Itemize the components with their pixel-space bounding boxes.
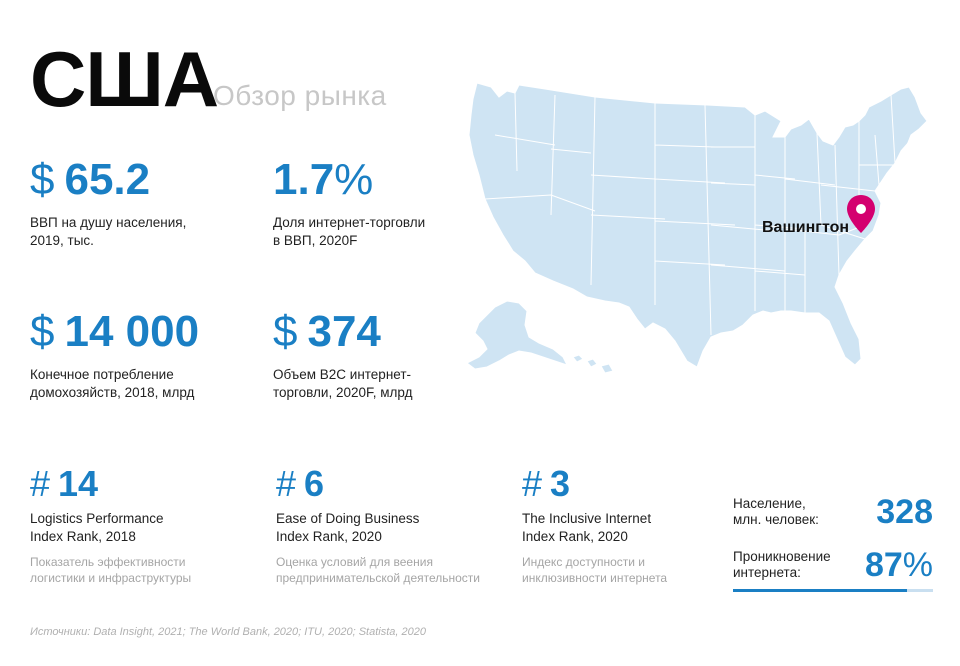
usa-map (466, 82, 928, 374)
rank-logistics: #14 Logistics Performance Index Rank, 201… (30, 466, 191, 586)
rank-business-desc-1: Оценка условий для веения (276, 555, 433, 569)
stat-b2c-label-2: торговли, 2020F, млрд (273, 385, 413, 400)
stat-ecom-share: 1.7% Доля интернет-торговли в ВВП, 2020F (273, 158, 425, 250)
map-pin-icon (847, 195, 875, 233)
rank-business-label-1: Ease of Doing Business (276, 511, 420, 526)
alaska-shape (466, 300, 568, 370)
rank-internet-label-2: Index Rank, 2020 (522, 529, 628, 544)
rank-logistics-label-2: Index Rank, 2018 (30, 529, 136, 544)
penetration-row: Проникновение интернета: 87% (733, 547, 933, 583)
rank-logistics-label-1: Logistics Performance (30, 511, 164, 526)
usa-contiguous-shape (468, 82, 928, 368)
dollar-icon: $ (30, 307, 55, 356)
stat-consumption-value: 14 000 (64, 307, 200, 356)
population-value: 328 (876, 493, 933, 531)
hawaii-shape (572, 354, 614, 374)
stat-gdp-label-1: ВВП на душу населения, (30, 215, 187, 230)
penetration-progress-bar (733, 589, 933, 592)
stat-consumption-label-2: домохозяйств, 2018, млрд (30, 385, 195, 400)
stat-consumption-label-1: Конечное потребление (30, 367, 174, 382)
stat-b2c: $374 Объем B2C интернет-торговли, 2020F,… (273, 310, 412, 402)
state-borders (484, 92, 916, 336)
population-label-1: Население, (733, 496, 806, 511)
hash-icon: # (522, 463, 543, 504)
rank-business-value: 6 (304, 463, 325, 504)
dollar-icon: $ (30, 155, 55, 204)
rank-internet-value: 3 (550, 463, 571, 504)
rank-business: #6 Ease of Doing Business Index Rank, 202… (276, 466, 480, 586)
hash-icon: # (276, 463, 297, 504)
rank-logistics-desc-1: Показатель эффективности (30, 555, 186, 569)
stat-b2c-value: 374 (307, 307, 381, 356)
rank-logistics-value: 14 (58, 463, 99, 504)
penetration-value: 87 (864, 546, 903, 584)
page-subtitle: Обзор рынка (213, 80, 387, 111)
rank-business-label-2: Index Rank, 2020 (276, 529, 382, 544)
percent-icon: % (902, 546, 933, 584)
penetration-label-1: Проникновение (733, 549, 831, 564)
rank-business-desc-2: предпринимательской деятельности (276, 571, 480, 585)
population-label-2: млн. человек: (733, 512, 819, 527)
hash-icon: # (30, 463, 51, 504)
stat-gdp: $65.2 ВВП на душу населения, 2019, тыс. (30, 158, 186, 250)
stat-gdp-value: 65.2 (64, 155, 151, 204)
population-row: Население, млн. человек: 328 (733, 494, 933, 530)
percent-icon: % (334, 155, 374, 204)
stat-ecom-share-label-2: в ВВП, 2020F (273, 233, 358, 248)
city-label-washington: Вашингтон (762, 219, 850, 236)
stat-ecom-share-label-1: Доля интернет-торговли (273, 215, 426, 230)
rank-internet-label-1: The Inclusive Internet (522, 511, 652, 526)
penetration-label-2: интернета: (733, 565, 801, 580)
rank-internet-desc-2: инклюзивности интернета (522, 571, 668, 585)
stat-gdp-label-2: 2019, тыс. (30, 233, 94, 248)
rank-logistics-desc-2: логистики и инфраструктуры (30, 571, 192, 585)
dollar-icon: $ (273, 307, 298, 356)
sources-note: Источники: Data Insight, 2021; The World… (30, 626, 426, 638)
stat-consumption: $14 000 Конечное потребление домохозяйств… (30, 310, 199, 402)
stat-b2c-label-1: Объем B2C интернет- (273, 367, 412, 382)
page-title: США (30, 35, 219, 123)
rank-internet-desc-1: Индекс доступности и (522, 555, 645, 569)
penetration-progress-fill (733, 589, 907, 592)
stat-ecom-share-value: 1.7 (273, 155, 335, 204)
rank-internet: #3 The Inclusive Internet Index Rank, 202… (522, 466, 667, 586)
